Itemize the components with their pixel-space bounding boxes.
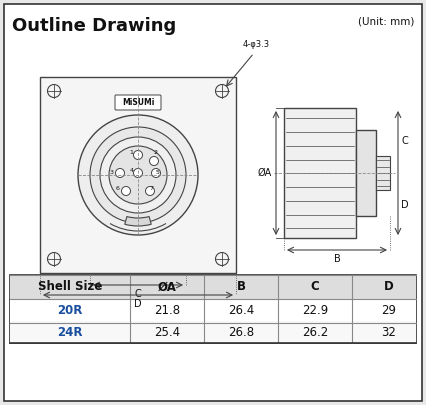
Text: B: B [236,281,245,294]
Text: 20R: 20R [58,303,83,316]
Bar [10,321,416,343]
Text: 1: 1 [129,151,133,156]
Text: 29: 29 [382,303,397,316]
Bar [284,108,356,238]
Text: MiSUMi: MiSUMi [122,98,154,107]
Text: 26.4: 26.4 [228,303,254,316]
Text: 26.8: 26.8 [228,326,254,339]
Text: 6: 6 [116,186,120,192]
Circle shape [115,168,124,177]
Text: ØA: ØA [258,168,272,178]
Text: Outline Drawing: Outline Drawing [12,17,176,35]
Text: 2: 2 [153,151,157,156]
Text: ØA: ØA [158,281,176,294]
Circle shape [133,168,143,177]
Text: (Unit: mm): (Unit: mm) [357,17,414,27]
Circle shape [121,186,130,196]
Circle shape [216,85,228,98]
Text: B: B [334,254,340,264]
Text: 26.2: 26.2 [302,326,328,339]
Circle shape [78,115,198,235]
Circle shape [48,252,60,266]
Circle shape [216,252,228,266]
Circle shape [133,151,143,160]
Bar [10,275,416,299]
Text: D: D [401,200,409,210]
Circle shape [48,85,60,98]
Circle shape [90,127,186,223]
Circle shape [150,156,158,166]
Circle shape [100,137,176,213]
Circle shape [109,146,167,204]
Text: D: D [134,299,142,309]
Bar [356,130,376,216]
Text: 22.9: 22.9 [302,303,328,316]
Text: C: C [401,136,408,146]
Bar [10,299,416,321]
Text: C: C [311,281,320,294]
Circle shape [146,186,155,196]
Text: C: C [135,289,141,299]
Bar [40,77,236,273]
Text: 4: 4 [130,168,134,173]
Text: 25.4: 25.4 [154,326,180,339]
Bar [10,275,416,343]
FancyBboxPatch shape [115,95,161,110]
Text: 4-φ3.3: 4-φ3.3 [242,40,270,49]
Bar [376,156,390,190]
Text: 7: 7 [149,186,153,192]
Text: D: D [384,281,394,294]
Text: 3: 3 [110,171,114,175]
Text: 32: 32 [382,326,397,339]
Text: Shell Size: Shell Size [38,281,102,294]
Wedge shape [125,217,151,226]
Circle shape [152,168,161,177]
Text: 21.8: 21.8 [154,303,180,316]
Text: 5: 5 [156,171,160,175]
Text: 24R: 24R [57,326,83,339]
